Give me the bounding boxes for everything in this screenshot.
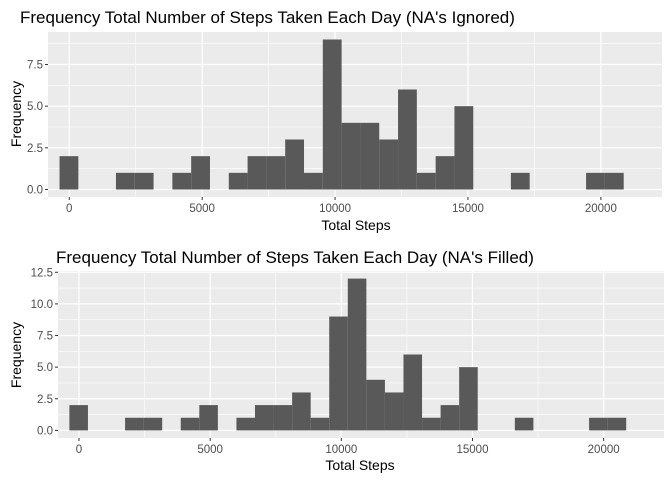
histogram-na-ignored: Frequency Total Number of Steps Taken Ea… <box>8 8 662 233</box>
histogram-bar <box>125 417 144 431</box>
x-tick-label: 20000 <box>585 203 617 215</box>
y-tick-label: 0.0 <box>37 425 53 437</box>
histogram-bar <box>514 417 534 431</box>
histogram-bar <box>273 405 293 431</box>
x-tick-label: 10000 <box>325 444 357 456</box>
histogram-bar <box>586 172 605 190</box>
histogram-bar <box>304 172 323 190</box>
x-tick-label: 0 <box>66 203 72 215</box>
histogram-bar <box>322 39 342 190</box>
histogram-bar <box>604 172 624 190</box>
histogram-bar <box>398 89 417 190</box>
y-axis-label: Frequency <box>8 322 24 388</box>
histogram-bar <box>228 172 248 190</box>
histogram-bar <box>440 405 460 431</box>
x-tick-label: 10000 <box>319 203 351 215</box>
histogram-bar <box>459 367 478 431</box>
x-axis-label: Total Steps <box>325 457 394 473</box>
histogram-bar <box>115 172 135 190</box>
x-tick-label: 5000 <box>197 444 223 456</box>
histogram-bar <box>199 405 218 431</box>
histogram-bar <box>435 156 455 190</box>
y-tick-label: 2.5 <box>27 143 43 155</box>
x-tick-label: 15000 <box>457 444 489 456</box>
histogram-bar <box>236 417 255 431</box>
y-tick-label: 7.5 <box>37 331 53 343</box>
histogram-bar <box>310 417 330 431</box>
histogram-bar <box>191 156 210 190</box>
y-tick-label: 5.0 <box>37 362 53 374</box>
y-tick-label: 10.0 <box>31 299 53 311</box>
histogram-bar <box>607 417 627 431</box>
histogram-bar <box>403 354 423 431</box>
x-tick-label: 0 <box>76 444 82 456</box>
histogram-bar <box>384 392 404 431</box>
histogram-na-filled: Frequency Total Number of Steps Taken Ea… <box>8 248 664 473</box>
histogram-bar <box>69 405 88 431</box>
histogram-bar <box>416 172 436 190</box>
x-tick-label: 20000 <box>588 444 620 456</box>
histogram-bar <box>341 122 361 190</box>
x-tick-label: 15000 <box>452 203 484 215</box>
histogram-bar <box>172 172 192 190</box>
y-tick-label: 5.0 <box>27 101 43 113</box>
histogram-bar <box>422 417 441 431</box>
histogram-bar <box>589 417 608 431</box>
histogram-bar <box>292 392 311 431</box>
histogram-bar <box>180 417 200 431</box>
histogram-bar <box>143 417 163 431</box>
histogram-bar <box>347 278 367 431</box>
histogram-bar <box>360 122 380 190</box>
x-axis-label: Total Steps <box>321 217 390 233</box>
histogram-bar <box>329 316 348 431</box>
histogram-bar <box>366 379 385 431</box>
histogram-bar <box>59 156 79 190</box>
y-tick-label: 12.5 <box>31 267 53 279</box>
y-tick-label: 7.5 <box>27 60 43 72</box>
histogram-bar <box>285 139 305 190</box>
histogram-bar <box>134 172 154 190</box>
chart-title: Frequency Total Number of Steps Taken Ea… <box>20 8 515 27</box>
y-axis-label: Frequency <box>8 81 24 147</box>
chart-title: Frequency Total Number of Steps Taken Ea… <box>56 248 534 267</box>
histogram-bar <box>379 139 399 190</box>
y-tick-label: 0.0 <box>27 185 43 197</box>
histogram-bar <box>247 156 267 190</box>
histogram-bar <box>254 405 274 431</box>
y-tick-label: 2.5 <box>37 394 53 406</box>
histogram-bar <box>510 172 530 190</box>
histogram-bar <box>266 156 286 190</box>
histogram-bar <box>454 106 474 190</box>
x-tick-label: 5000 <box>189 203 215 215</box>
